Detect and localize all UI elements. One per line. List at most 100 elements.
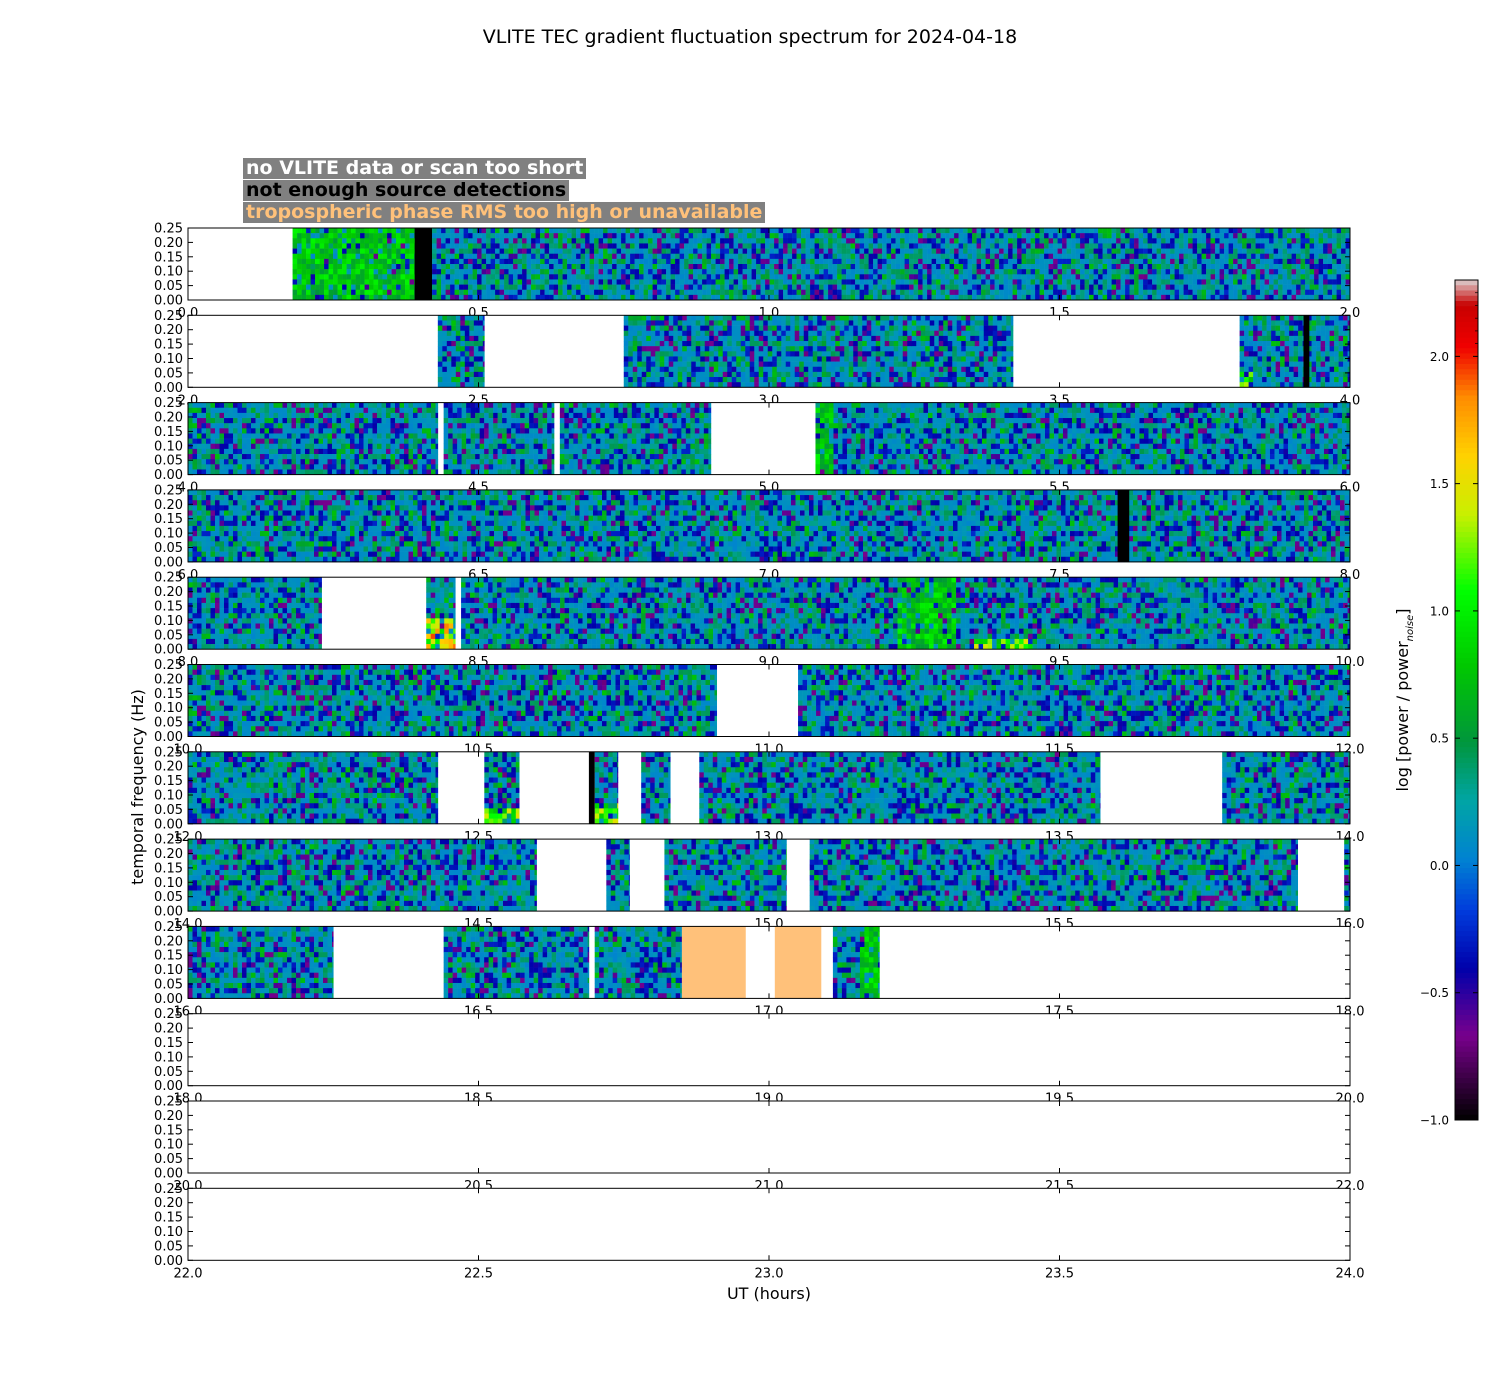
heatmap-cell — [702, 289, 707, 296]
heatmap-cell — [585, 294, 590, 301]
heatmap-cell — [455, 315, 461, 321]
heatmap-cell — [589, 238, 595, 244]
heatmap-cell — [454, 248, 460, 255]
heatmap-cell — [974, 315, 980, 321]
heatmap-cell — [1080, 294, 1085, 301]
heatmap-cell — [866, 346, 872, 352]
heatmap-cell — [1278, 233, 1283, 239]
heatmap-cell — [450, 248, 455, 255]
heatmap-cell — [1251, 274, 1256, 280]
heatmap-cell — [1336, 284, 1342, 291]
heatmap-cell — [724, 228, 730, 234]
heatmap-cell — [927, 228, 932, 234]
heatmap-cell — [1239, 330, 1245, 337]
heatmap-cell — [907, 320, 913, 326]
heatmap-cell — [664, 371, 670, 378]
heatmap-cell — [949, 294, 955, 301]
heatmap-cell — [684, 253, 689, 260]
heatmap-cell — [1228, 228, 1234, 234]
heatmap-cell — [1120, 243, 1126, 249]
heatmap-cell — [700, 382, 706, 388]
heatmap-cell — [1269, 233, 1274, 239]
heatmap-cell — [1156, 274, 1162, 280]
heatmap-cell — [355, 264, 361, 270]
heatmap-cell — [442, 320, 448, 326]
heatmap-cell — [832, 233, 838, 239]
heatmap-cell — [1134, 269, 1139, 275]
heatmap-cell — [938, 320, 944, 326]
heatmap-cell — [783, 289, 788, 296]
heatmap-cell — [1253, 382, 1258, 388]
heatmap-cell — [1278, 284, 1283, 291]
heatmap-cell — [382, 253, 388, 260]
heatmap-cell — [891, 238, 896, 244]
heatmap-cell — [1129, 243, 1135, 249]
heatmap-cell — [405, 269, 410, 275]
heatmap-cell — [1239, 325, 1245, 332]
heatmap-cell — [1336, 289, 1342, 296]
heatmap-cell — [711, 228, 716, 234]
heatmap-cell — [916, 341, 922, 347]
heatmap-cell — [463, 228, 469, 234]
heatmap-cell — [455, 346, 461, 352]
heatmap-cell — [436, 269, 442, 275]
heatmap-cell — [355, 269, 361, 275]
heatmap-cell — [952, 335, 958, 342]
heatmap-cell — [464, 382, 470, 388]
heatmap-cell — [535, 279, 541, 285]
heatmap-cell — [1098, 289, 1103, 296]
heatmap-cell — [889, 371, 895, 378]
heatmap-cell — [972, 243, 977, 249]
heatmap-cell — [378, 294, 383, 301]
heatmap-cell — [938, 346, 944, 352]
heatmap-cell — [949, 284, 955, 291]
heatmap-cell — [1012, 264, 1018, 270]
heatmap-cell — [742, 264, 748, 270]
heatmap-cell — [913, 228, 919, 234]
heatmap-cell — [445, 279, 451, 285]
heatmap-cell — [1248, 315, 1254, 321]
heatmap-cell — [1280, 356, 1285, 362]
heatmap-cell — [1336, 264, 1342, 270]
heatmap-cell — [1147, 284, 1153, 291]
heatmap-cell — [1089, 233, 1094, 239]
heatmap-cell — [751, 238, 757, 244]
heatmap-cell — [947, 351, 953, 357]
heatmap-cell — [722, 356, 728, 362]
heatmap-cell — [740, 382, 746, 388]
heatmap-cell — [686, 377, 692, 383]
heatmap-cell — [992, 377, 998, 383]
heatmap-cell — [1152, 264, 1157, 270]
heatmap-cell — [387, 243, 392, 249]
heatmap-cell — [1048, 264, 1054, 270]
heatmap-cell — [1341, 228, 1346, 234]
heatmap-cell — [1228, 253, 1234, 260]
heatmap-cell — [432, 284, 437, 291]
heatmap-cell — [1296, 258, 1301, 265]
heatmap-cell — [1192, 233, 1198, 239]
heatmap-cell — [715, 243, 721, 249]
heatmap-cell — [682, 325, 688, 332]
heatmap-cell — [1057, 248, 1063, 255]
heatmap-cell — [826, 371, 832, 378]
heatmap-cell — [963, 289, 968, 296]
heatmap-cell — [1021, 233, 1027, 239]
heatmap-cell — [684, 279, 689, 285]
y-tick-label: 0.15 — [154, 250, 183, 265]
heatmap-cell — [1008, 294, 1013, 301]
heatmap-cell — [1039, 228, 1045, 234]
heatmap-cell — [1325, 341, 1330, 347]
heatmap-cell — [576, 258, 581, 265]
heatmap-cell — [783, 238, 788, 244]
heatmap-cell — [819, 289, 824, 296]
heatmap-cell — [898, 371, 904, 378]
heatmap-cell — [925, 366, 931, 373]
heatmap-cell — [862, 325, 868, 332]
heatmap-cell — [445, 253, 451, 260]
heatmap-cell — [1323, 279, 1328, 285]
heatmap-cell — [745, 351, 751, 357]
heatmap-cell — [459, 253, 464, 260]
heatmap-cell — [473, 325, 479, 332]
heatmap-cell — [913, 279, 919, 285]
heatmap-cell — [731, 346, 737, 352]
